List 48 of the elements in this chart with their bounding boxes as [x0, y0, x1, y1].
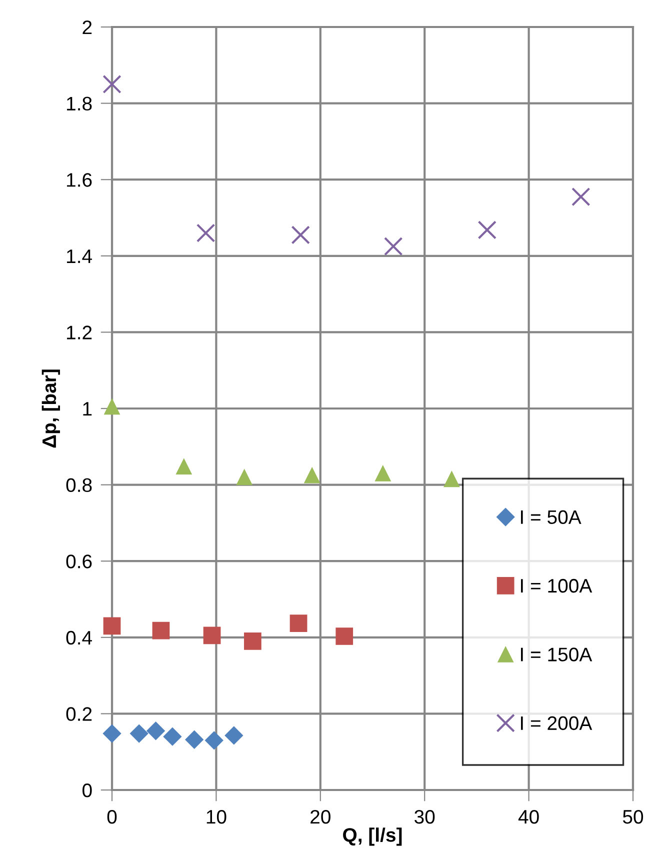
legend-label: I = 50A [520, 510, 582, 524]
point [102, 74, 122, 94]
point [572, 187, 590, 206]
x-axis-title: Q, [l/s] [343, 828, 402, 846]
y-tick-label: 1 [83, 402, 92, 416]
point [104, 398, 120, 415]
point [478, 220, 496, 240]
legend-label: I = 150A [520, 648, 592, 662]
y-tick-label: 1.4 [67, 250, 92, 263]
y-tick-label: 2 [82, 20, 92, 34]
x-tick-label: 10 [206, 810, 226, 824]
point [224, 726, 244, 745]
point [290, 614, 308, 632]
y-tick-label: 1.2 [67, 326, 92, 340]
y-tick-label: 0.8 [66, 478, 92, 492]
point [304, 467, 320, 484]
point [236, 469, 252, 486]
legend-label: I = 100A [520, 578, 592, 593]
y-tick-label: 0.6 [66, 554, 92, 568]
point [185, 730, 204, 749]
y-tick-label: 1.8 [67, 96, 92, 111]
x-tick-label: 40 [518, 810, 539, 824]
point [196, 224, 216, 242]
point [444, 471, 460, 488]
point [103, 617, 121, 635]
point [374, 465, 391, 482]
x-tick-label: 30 [414, 810, 435, 824]
y-tick-label: 0.2 [66, 707, 92, 721]
legend-label: I = 200A [520, 716, 592, 730]
point [244, 632, 262, 650]
y-axis-title: Δp, [bar] [42, 370, 60, 448]
x-tick-label: 0 [107, 810, 117, 824]
point [130, 724, 148, 743]
y-tick-label: 0 [82, 783, 92, 798]
x-tick-label: 20 [310, 810, 330, 824]
point [336, 628, 354, 645]
point [204, 731, 224, 750]
point [146, 722, 165, 740]
y-tick-label: 1.6 [67, 173, 92, 187]
point [203, 626, 221, 644]
x-tick-label: 50 [622, 810, 644, 824]
point [176, 458, 192, 474]
point [384, 236, 403, 256]
point [163, 727, 182, 746]
point [291, 226, 310, 244]
point [152, 622, 170, 640]
point [102, 724, 122, 743]
y-tick-label: 0.4 [66, 630, 92, 645]
